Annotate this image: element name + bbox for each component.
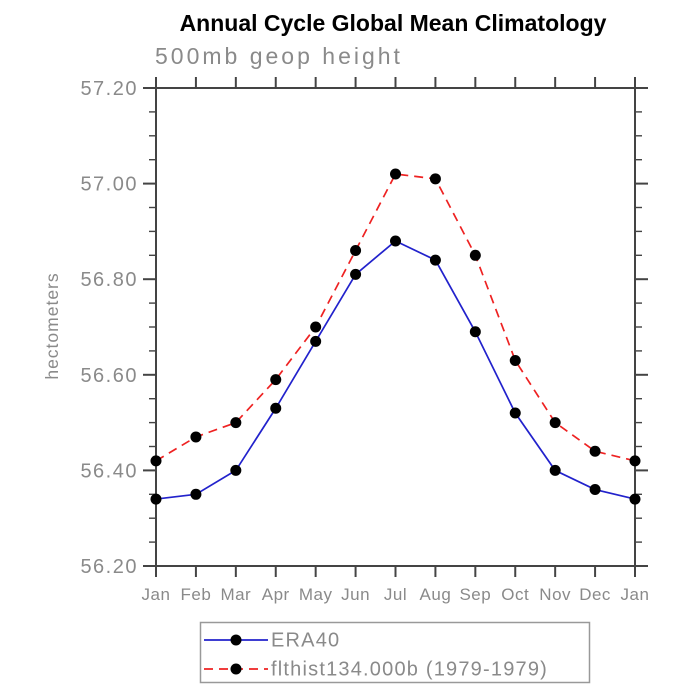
data-point [509, 354, 521, 366]
x-tick-label: Dec [579, 585, 611, 604]
data-point [150, 493, 162, 505]
data-point [390, 168, 401, 180]
data-point [190, 431, 202, 443]
x-tick-label: Sep [459, 585, 491, 604]
series-line-1 [155, 173, 636, 462]
x-tick-label: Feb [181, 585, 212, 604]
data-point [469, 326, 481, 338]
legend: ERA40 flthist134.000b (1979-1979) [199, 621, 591, 684]
data-point [429, 254, 441, 266]
x-tick-label: May [299, 585, 333, 604]
y-axis-label: hectometers [42, 272, 62, 379]
x-tick-label: Mar [220, 585, 251, 604]
data-point [350, 268, 362, 280]
y-tick-label: 57.00 [80, 174, 138, 196]
data-point [509, 407, 521, 419]
x-tick-label: Oct [501, 585, 529, 604]
axes: Jan Feb Mar Apr May Jun Jul Aug Sep Oct Nov Dec Jan5… [80, 77, 649, 604]
chart-title: Annual Cycle Global Mean Climatology [180, 10, 607, 36]
data-point [629, 493, 641, 505]
legend-label-0: ERA40 [271, 630, 340, 652]
y-tick-label: 56.60 [80, 365, 138, 387]
data-point [150, 455, 162, 467]
chart-subtitle: 500mb geop height [155, 43, 403, 69]
x-tick-label: Apr [262, 585, 290, 604]
data-point [549, 464, 561, 476]
x-tick-label: Jan [142, 585, 171, 604]
x-tick-label: Nov [539, 585, 571, 604]
data-point [549, 417, 561, 429]
legend-marker [230, 663, 242, 675]
data-point [230, 417, 242, 429]
y-tick-label: 57.20 [80, 78, 138, 100]
data-point [230, 464, 242, 476]
x-tick-label: Jun [341, 585, 370, 604]
y-tick-label: 56.80 [80, 269, 138, 291]
x-tick-label: Jul [384, 585, 407, 604]
data-point [310, 321, 322, 333]
legend-label-1: flthist134.000b (1979-1979) [271, 659, 548, 681]
data-point [270, 374, 282, 386]
data-point [270, 402, 282, 414]
data-point [390, 235, 401, 247]
data-point [429, 173, 441, 185]
y-tick-label: 56.20 [80, 556, 138, 578]
legend-box [199, 621, 591, 684]
x-tick-label: Aug [420, 585, 452, 604]
y-tick-label: 56.40 [80, 460, 138, 482]
legend-marker [230, 634, 242, 646]
series-line-0 [155, 239, 636, 500]
data-point [589, 445, 601, 457]
data-point [190, 488, 202, 500]
data-series [150, 168, 641, 505]
data-point [310, 335, 322, 347]
x-tick-label: Jan [621, 585, 650, 604]
data-point [350, 245, 362, 257]
data-point [469, 249, 481, 261]
data-point [589, 484, 601, 496]
data-point [629, 455, 641, 467]
